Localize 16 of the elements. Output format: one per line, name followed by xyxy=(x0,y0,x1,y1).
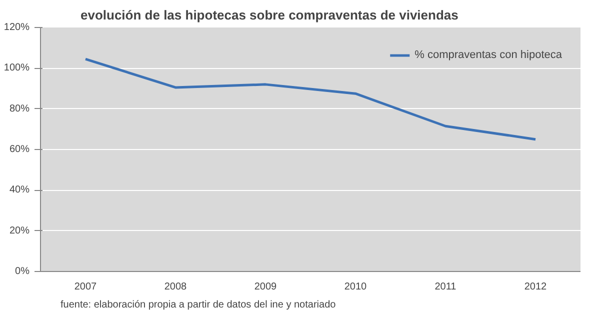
y-tick-label: 80% xyxy=(9,103,30,114)
y-tick-label: 120% xyxy=(4,22,30,33)
y-tick-label: 0% xyxy=(15,266,30,277)
chart-title: evolución de las hipotecas sobre compraventas de viviendas xyxy=(80,8,458,22)
x-tick-label: 2009 xyxy=(254,282,278,292)
x-tick-label: 2012 xyxy=(524,282,548,292)
x-tick-label: 2008 xyxy=(164,282,188,292)
legend-label: % compraventas con hipoteca xyxy=(414,49,562,61)
y-tick-label: 40% xyxy=(9,184,30,196)
y-tick-label: 20% xyxy=(9,225,30,236)
y-tick-label: 100% xyxy=(4,62,30,74)
x-tick-label: 2007 xyxy=(74,282,98,292)
x-tick-label: 2010 xyxy=(344,282,368,292)
source-note: fuente: elaboración propia a partir de datos del ine y notariado xyxy=(60,300,336,310)
x-tick-label: 2011 xyxy=(434,282,457,292)
y-tick-label: 60% xyxy=(9,144,30,155)
